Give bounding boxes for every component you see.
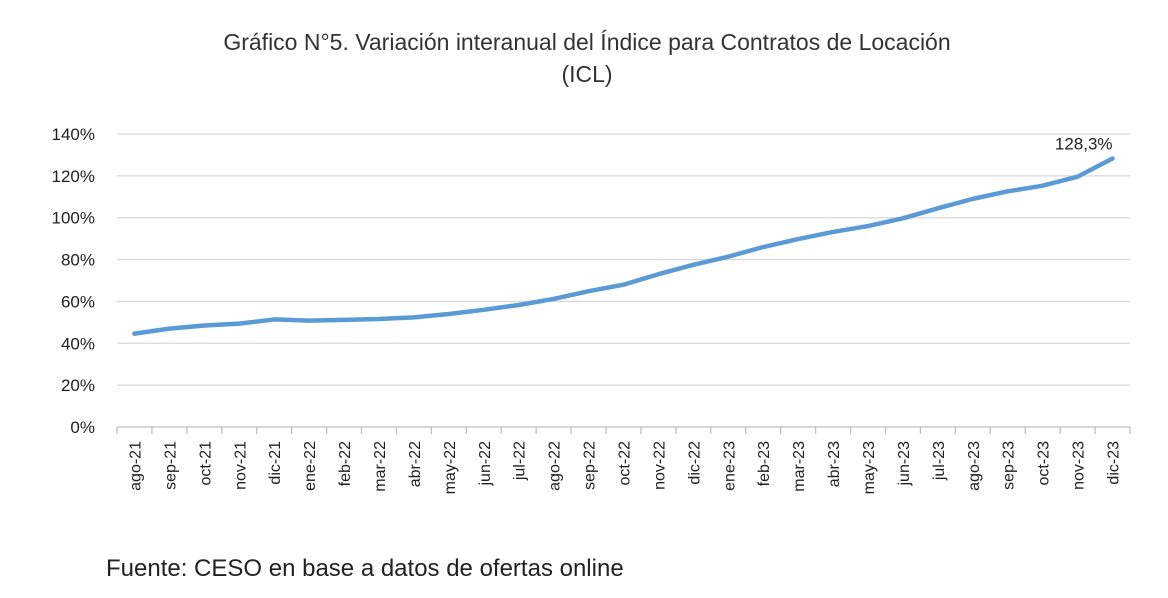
data-point bbox=[446, 311, 451, 316]
x-tick-label: nov-23 bbox=[1071, 441, 1088, 490]
data-point bbox=[1075, 174, 1080, 179]
x-tick-label: may-22 bbox=[442, 441, 459, 494]
x-tick-label: ago-21 bbox=[127, 441, 144, 491]
chart-title-line2: (ICL) bbox=[561, 61, 613, 87]
data-point bbox=[167, 326, 172, 331]
data-point bbox=[935, 206, 940, 211]
x-tick-label: mar-22 bbox=[372, 441, 389, 492]
x-tick-label: jun-23 bbox=[896, 441, 913, 487]
data-point bbox=[656, 272, 661, 277]
data-point bbox=[761, 245, 766, 250]
data-point bbox=[691, 262, 696, 267]
data-point bbox=[796, 237, 801, 242]
data-point bbox=[831, 229, 836, 234]
data-point bbox=[376, 317, 381, 322]
chart-title: Gráfico N°5. Variación interanual del Ín… bbox=[0, 26, 1168, 90]
x-tick-label: ene-22 bbox=[302, 441, 319, 491]
y-tick-label: 60% bbox=[61, 292, 95, 311]
x-tick-label: nov-22 bbox=[651, 441, 668, 490]
data-label: 128,3% bbox=[1055, 134, 1113, 153]
data-point bbox=[1040, 183, 1045, 188]
series-group bbox=[132, 156, 1115, 336]
chart-title-line1: Gráfico N°5. Variación interanual del Ín… bbox=[223, 29, 951, 55]
x-tick-label: dic-21 bbox=[267, 441, 284, 485]
series-line bbox=[132, 156, 1115, 336]
y-axis-ticks: 0% 20% 40% 60% 80% 100% 120% 140% bbox=[52, 125, 95, 437]
x-tick-label: sep-22 bbox=[582, 441, 599, 490]
x-tick-label: feb-23 bbox=[756, 441, 773, 486]
x-tick-label: oct-22 bbox=[617, 441, 634, 486]
data-point bbox=[272, 317, 277, 322]
data-labels: 128,3% bbox=[1055, 134, 1113, 153]
data-point bbox=[551, 296, 556, 301]
x-tick-label: sep-23 bbox=[1001, 441, 1018, 490]
x-tick-label: oct-23 bbox=[1036, 441, 1053, 486]
data-point bbox=[586, 289, 591, 294]
data-point bbox=[1005, 189, 1010, 194]
data-point bbox=[481, 307, 486, 312]
data-point bbox=[237, 321, 242, 326]
x-tick-label: dic-23 bbox=[1106, 441, 1123, 485]
data-point bbox=[132, 331, 137, 336]
y-tick-label: 40% bbox=[61, 334, 95, 353]
data-point bbox=[342, 317, 347, 322]
data-point bbox=[1110, 156, 1115, 161]
y-tick-label: 0% bbox=[70, 418, 95, 437]
x-axis-ticks: ago-21 sep-21 oct-21 nov-21 dic-21 ene-22 feb-… bbox=[127, 441, 1122, 494]
data-point bbox=[202, 323, 207, 328]
x-tick-label: may-23 bbox=[861, 441, 878, 494]
data-point bbox=[621, 282, 626, 287]
gridlines bbox=[117, 133, 1130, 386]
data-point bbox=[411, 315, 416, 320]
x-tick-label: ago-23 bbox=[966, 441, 983, 491]
data-point bbox=[307, 318, 312, 323]
x-tick-label: sep-21 bbox=[162, 441, 179, 490]
x-tick-label: abr-22 bbox=[407, 441, 424, 487]
x-tick-label: feb-22 bbox=[337, 441, 354, 486]
y-tick-label: 20% bbox=[61, 376, 95, 395]
x-tick-label: jun-22 bbox=[477, 441, 494, 487]
data-point bbox=[516, 302, 521, 307]
data-point bbox=[866, 224, 871, 229]
y-tick-label: 140% bbox=[52, 125, 95, 144]
y-tick-label: 100% bbox=[52, 209, 95, 228]
data-point bbox=[900, 216, 905, 221]
x-tick-label: oct-21 bbox=[197, 441, 214, 486]
x-tick-label: ene-23 bbox=[721, 441, 738, 491]
x-axis bbox=[116, 426, 1131, 434]
x-tick-label: mar-23 bbox=[791, 441, 808, 492]
data-point bbox=[726, 254, 731, 259]
y-tick-label: 80% bbox=[61, 251, 95, 270]
x-tick-label: jul-23 bbox=[931, 441, 948, 481]
data-point bbox=[970, 196, 975, 201]
source-note: Fuente: CESO en base a datos de ofertas … bbox=[106, 555, 624, 582]
x-tick-label: dic-22 bbox=[686, 441, 703, 485]
x-tick-label: nov-21 bbox=[232, 441, 249, 490]
y-tick-label: 120% bbox=[52, 167, 95, 186]
x-tick-label: jul-22 bbox=[512, 441, 529, 481]
x-tick-label: ago-22 bbox=[547, 441, 564, 491]
x-tick-label: abr-23 bbox=[826, 441, 843, 487]
